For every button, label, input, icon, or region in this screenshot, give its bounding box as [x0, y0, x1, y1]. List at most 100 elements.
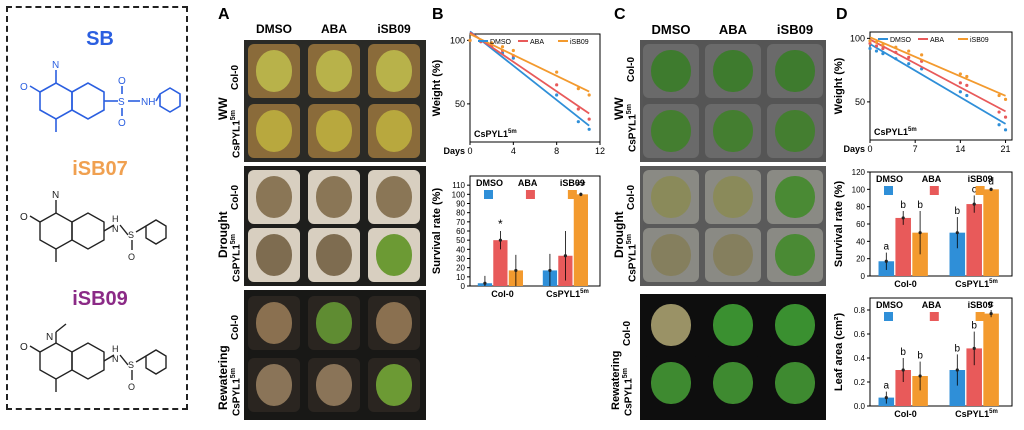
isb07-h-label: H — [112, 214, 119, 224]
rosette — [255, 50, 293, 92]
legend-label: ABA — [930, 37, 944, 44]
x-tick-label: 0 — [867, 144, 872, 154]
rosette — [713, 362, 753, 404]
y-axis-label: Weight (%) — [431, 59, 443, 116]
significance-label: b — [971, 321, 977, 332]
plant-pot — [308, 170, 360, 224]
plant-pot — [643, 104, 699, 158]
data-point — [907, 49, 911, 53]
data-point — [868, 39, 872, 43]
data-point — [498, 238, 502, 242]
data-point — [587, 93, 591, 97]
data-point — [500, 45, 505, 49]
x-axis-label: Days — [843, 144, 865, 154]
data-point — [587, 127, 591, 131]
significance-label: d — [988, 177, 994, 188]
sb-nitrogen-label: N — [52, 60, 59, 71]
data-point — [918, 374, 922, 378]
y-tick-label: 10 — [456, 273, 465, 282]
data-point — [555, 93, 559, 97]
compound-label-isb09: iSB09 — [72, 288, 128, 310]
panel-a-row-ww-col: Col-0 — [230, 65, 241, 90]
isb09-n-label: N — [112, 354, 119, 364]
data-point — [881, 52, 885, 56]
bar — [983, 189, 999, 276]
legend-label: iSB09 — [968, 174, 993, 184]
y-tick-label: 40 — [456, 245, 465, 254]
panel-a-row-drought-col: Col-0 — [230, 185, 241, 210]
x-tick-label: 12 — [595, 146, 605, 156]
y-tick-label: 0 — [861, 272, 866, 281]
panel-a-row-ww: WW — [216, 97, 230, 120]
rosette — [315, 302, 353, 344]
panel-a-row-rewatering: Rewatering — [216, 345, 230, 410]
data-point — [483, 281, 487, 285]
bar — [983, 313, 999, 406]
legend-label: iSB09 — [968, 300, 993, 310]
data-point — [972, 346, 976, 350]
significance-label: ** — [576, 179, 586, 193]
x-tick-label: 4 — [511, 146, 516, 156]
data-point — [997, 110, 1001, 114]
significance-label: b — [955, 343, 961, 354]
plant-pot — [308, 104, 360, 158]
rosette — [651, 110, 691, 152]
significance-label: a — [884, 381, 890, 392]
x-tick-label: 21 — [1001, 144, 1011, 154]
panel-c-row-rewatering: Rewatering — [610, 350, 622, 410]
significance-label: c — [989, 299, 994, 310]
y-tick-label: 100 — [450, 35, 465, 45]
y-tick-label: 0.0 — [854, 402, 866, 411]
x-tick-label: 8 — [554, 146, 559, 156]
rosette — [375, 110, 413, 152]
y-tick-label: 60 — [856, 220, 865, 229]
plant-pot — [368, 170, 420, 224]
rosette — [315, 176, 353, 218]
sb-nh-label: NH — [141, 97, 155, 108]
compound-label-isb07: iSB07 — [72, 158, 128, 180]
data-point — [511, 56, 515, 60]
plant-pot — [368, 104, 420, 158]
panel-label-d: D — [836, 6, 848, 23]
isb09-nitrogen-label: N — [46, 332, 53, 343]
rosette — [775, 110, 815, 152]
legend-label: DMSO — [890, 37, 912, 44]
isb07-oxygen-label: O — [20, 212, 28, 223]
y-axis-label: Weight (%) — [833, 57, 845, 114]
data-point — [576, 107, 580, 111]
y-tick-label: 90 — [456, 200, 465, 209]
legend-label: iSB09 — [970, 37, 989, 44]
significance-label: a — [884, 242, 890, 253]
rosette — [255, 110, 293, 152]
x-category-label: Col-0 — [894, 409, 917, 419]
panel-a-row-rewatering-cspyl: CsPYL15m — [230, 368, 243, 416]
isb09-sulfur-label: S — [128, 360, 134, 370]
y-tick-label: 50 — [456, 236, 465, 245]
rosette — [255, 176, 293, 218]
legend-label: DMSO — [490, 39, 512, 46]
data-point — [884, 259, 888, 263]
isb09-structure: O N H N S O — [20, 323, 167, 392]
compound-structures-box — [6, 6, 188, 410]
data-point — [907, 55, 911, 60]
plant-pot — [308, 44, 360, 98]
rosette — [315, 50, 353, 92]
legend-label: iSB09 — [560, 178, 585, 188]
y-tick-label: 0 — [461, 282, 466, 291]
y-tick-label: 0.6 — [854, 330, 866, 339]
plant-pot — [308, 296, 360, 350]
panel-a-row-drought-cspyl: CsPYL15m — [230, 234, 243, 282]
data-point — [958, 72, 962, 76]
plant-pot — [705, 356, 761, 410]
significance-label: b — [900, 200, 906, 211]
bar — [573, 194, 588, 286]
data-point — [511, 48, 515, 53]
rosette — [651, 234, 691, 276]
isb07-oxygen-label-2: O — [128, 252, 135, 262]
x-category-label: Col-0 — [894, 279, 917, 289]
rosette — [775, 50, 815, 92]
data-point — [1003, 97, 1008, 101]
plot-frame — [869, 297, 1013, 407]
bar — [966, 204, 982, 276]
